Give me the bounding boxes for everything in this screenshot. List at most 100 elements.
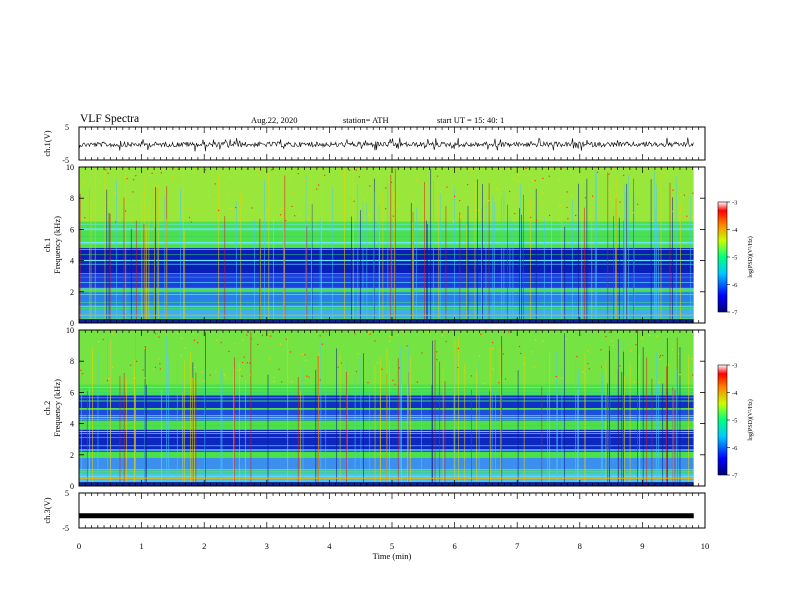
- spectrogram-ch2-speckle: [587, 362, 589, 365]
- spectrogram-ch1-speckle: [665, 184, 667, 187]
- spectrogram-ch1-speckle: [410, 193, 412, 195]
- ytick-label-ch2-6: 6: [70, 388, 74, 397]
- spectrogram-ch2-speckle: [662, 354, 664, 357]
- spectrogram-ch1-speckle: [671, 210, 673, 213]
- ytick-label-ch2-10: 10: [66, 326, 74, 335]
- xtick-label-9: 9: [640, 541, 644, 551]
- ytick-label-ch1-4: 4: [70, 257, 74, 266]
- spectrogram-ch1-speckle: [115, 221, 117, 223]
- spectrogram-ch1-speckle: [459, 199, 461, 202]
- spectrogram-ch1-speckle: [353, 200, 355, 202]
- xtick-label-6: 6: [452, 541, 456, 551]
- spectrogram-ch2-speckle: [534, 339, 537, 341]
- spectrogram-ch1-speckle: [324, 174, 326, 176]
- waveform-ch1-trace: [78, 137, 694, 152]
- spectrogram-ch2-speckle: [98, 341, 100, 343]
- spectrogram-ch2-speckle: [611, 340, 613, 342]
- spectrogram-ch1-speckle: [308, 185, 310, 187]
- ylabel-channel-ch1: ch.1: [42, 238, 52, 252]
- colorbar-ch1: [717, 201, 728, 313]
- spectrogram-ch1-speckle: [294, 215, 296, 217]
- spectrogram-ch1-speckle: [514, 191, 517, 193]
- spectrogram-ch2-speckle: [416, 381, 418, 383]
- spectrogram-ch1-speckle: [534, 179, 536, 182]
- spectrogram-ch1-speckle: [385, 187, 387, 189]
- spectrogram-ch1-speckle: [532, 180, 534, 182]
- xtick-label-2: 2: [202, 541, 206, 551]
- ytick-label-ch1-6: 6: [70, 225, 74, 234]
- spectrogram-ch2-speckle: [630, 350, 632, 352]
- spectrogram-ch1-speckle: [542, 192, 544, 194]
- spectrogram-ch2-speckle: [159, 363, 161, 365]
- spectrogram-ch1-speckle: [459, 215, 462, 217]
- spectrogram-ch1-speckle: [158, 201, 160, 203]
- spectrogram-ch1-speckle: [513, 178, 515, 180]
- spectrogram-ch2-speckle: [180, 354, 182, 357]
- spectrogram-ch1-speckle: [231, 207, 233, 209]
- spectrogram-ch2-speckle: [143, 347, 145, 349]
- spectrogram-ch1-speckle: [416, 179, 418, 182]
- ylabel-ch1-waveform: ch.1(V): [42, 130, 52, 156]
- spectrogram-ch2-speckle: [326, 331, 328, 333]
- colorbar-ch2: [717, 364, 728, 476]
- spectrogram-ch2-speckle: [203, 380, 206, 382]
- spectrogram-ch1-speckle: [452, 221, 454, 223]
- spectrogram-ch2-speckle: [637, 331, 639, 334]
- spectrogram-ch2-speckle: [192, 332, 195, 334]
- spectrogram-ch2-speckle: [619, 365, 621, 367]
- spectrogram-ch1-speckle: [316, 188, 318, 190]
- spectrogram-ch1-speckle: [453, 195, 456, 198]
- spectrogram-ch1-speckle: [177, 168, 179, 171]
- spectrogram-ch2-speckle: [357, 353, 359, 355]
- spectrogram-ch1-speckle: [135, 175, 137, 177]
- spectrogram-ch2-speckle: [239, 368, 241, 370]
- spectrogram-ch1-speckle: [279, 214, 282, 216]
- spectrogram-ch1-speckle: [437, 183, 439, 185]
- xaxis-label: Time (min): [373, 551, 412, 561]
- spectrogram-ch1-speckle: [281, 207, 283, 209]
- spectrogram-ch2-speckle: [635, 344, 637, 346]
- spectrogram-ch2-speckle: [480, 333, 482, 335]
- spectrogram-ch2-speckle: [224, 375, 226, 377]
- colorbar-tick-label-ch1--3: -3: [732, 200, 737, 207]
- spectrogram-ch1-speckle: [84, 181, 86, 183]
- spectrogram-ch2-speckle: [102, 338, 104, 341]
- spectrogram-ch2-speckle: [492, 341, 494, 344]
- spectrogram-ch1-speckle: [614, 197, 616, 199]
- spectrogram-ch1-speckle: [267, 208, 269, 210]
- spectrogram-ch1-speckle: [122, 200, 124, 202]
- spectrogram-ch2-speckle: [355, 370, 358, 373]
- spectrogram-ch2-speckle: [492, 347, 494, 349]
- spectrogram-ch2-speckle: [209, 374, 211, 376]
- spectrogram-ch1-speckle: [188, 216, 191, 219]
- xtick-label-1: 1: [139, 541, 143, 551]
- spectrogram-ch1-speckle: [223, 169, 225, 171]
- spectrogram-ch1-speckle: [297, 173, 299, 175]
- spectrogram-ch1-speckle: [343, 173, 345, 176]
- spectrogram-ch1-speckle: [544, 218, 546, 220]
- spectrogram-ch1-speckle: [525, 167, 527, 170]
- colorbar-tick-label-ch2--6: -6: [732, 445, 738, 452]
- spectrogram-ch2-speckle: [605, 335, 607, 338]
- spectrogram-ch1-speckle: [507, 167, 509, 170]
- spectrogram-ch1-speckle: [369, 185, 371, 187]
- xtick-label-7: 7: [515, 541, 519, 551]
- spectrogram-ch2-speckle: [648, 334, 651, 337]
- spectrogram-ch2-speckle: [478, 355, 481, 357]
- spectrogram-ch1-speckle: [132, 206, 134, 208]
- ytick-label-ch1-2: 2: [70, 288, 74, 297]
- spectrogram-ch2-speckle: [144, 377, 146, 379]
- colorbar-label-ch1: log(PSD)(V²/Hz): [747, 236, 754, 277]
- spectrogram-ch2-speckle: [347, 373, 349, 375]
- spectrogram-ch1-speckle: [133, 179, 135, 181]
- spectrogram-ch2-speckle: [243, 356, 245, 358]
- spectrogram-ch1-speckle: [291, 205, 293, 208]
- spectrogram-ch1-speckle: [542, 171, 545, 174]
- xtick-label-10: 10: [701, 541, 710, 551]
- spectrogram-ch1-speckle: [151, 172, 153, 174]
- spectrogram-ch2-speckle: [377, 362, 379, 364]
- spectrogram-ch1-bottom-band: [79, 319, 694, 323]
- spectrogram-ch2-speckle: [319, 379, 321, 381]
- ytick-label-ch1-8: 8: [70, 194, 74, 203]
- spectrogram-ch1-speckle: [611, 168, 613, 170]
